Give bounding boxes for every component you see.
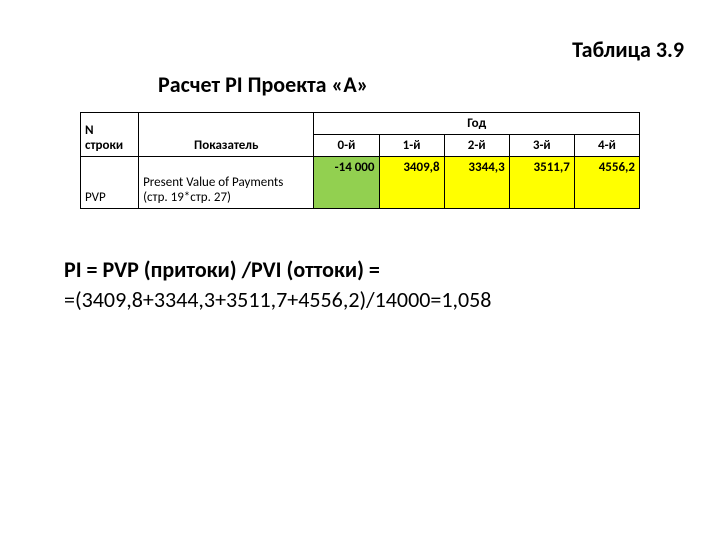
table-caption: Таблица 3.9 [30,36,684,63]
page: Таблица 3.9 Расчет PI Проекта «А» N стро… [0,0,720,540]
row-code: PVP [81,157,139,209]
cell-year-4: 4556,2 [574,157,639,209]
pi-calc-table: N строки Показатель Год 0-й 1-й 2-й 3-й … [80,112,640,209]
col-header-n: N строки [81,113,139,157]
col-header-indicator: Показатель [139,113,314,157]
formula-line-1: PI = PVP (притоки) /PVI (оттоки) = [64,255,690,285]
cell-year-3: 3511,7 [509,157,574,209]
table-row: PVP Present Value of Payments (стр. 19*с… [81,157,640,209]
col-header-year-1: 1-й [379,135,444,157]
row-indicator: Present Value of Payments (стр. 19*стр. … [139,157,314,209]
formula-line-2: =(3409,8+3344,3+3511,7+4556,2)/14000=1,0… [64,285,690,315]
cell-year-1: 3409,8 [379,157,444,209]
col-header-year-3: 3-й [509,135,574,157]
cell-year-2: 3344,3 [444,157,509,209]
cell-year-0: -14 000 [314,157,379,209]
formula-block: PI = PVP (притоки) /PVI (оттоки) = =(340… [64,255,690,314]
col-header-year-group: Год [314,113,640,135]
subtitle: Расчет PI Проекта «А» [158,71,690,98]
col-header-year-2: 2-й [444,135,509,157]
col-header-year-0: 0-й [314,135,379,157]
col-header-year-4: 4-й [574,135,639,157]
